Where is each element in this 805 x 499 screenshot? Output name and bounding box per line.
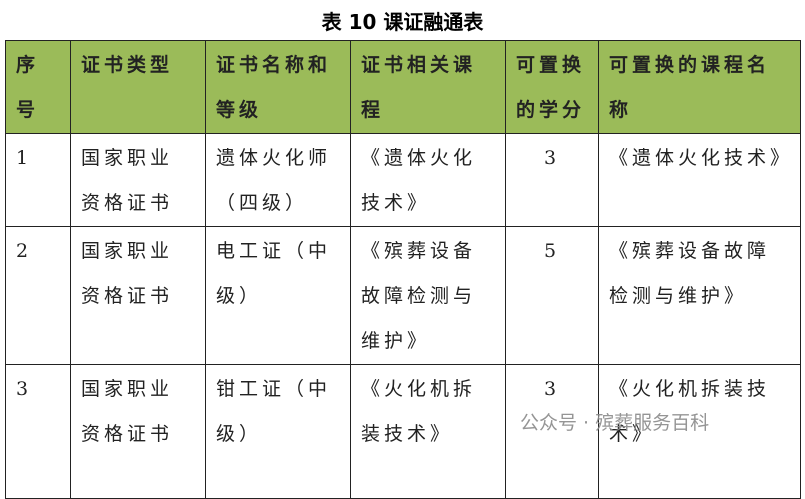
table-cell: 3 xyxy=(5,364,71,499)
table-cell: 遗体火化师（四级） xyxy=(205,133,351,227)
table-cell: 《殡葬设备故障检测与维护》 xyxy=(598,226,801,365)
table-cell: 《遗体火化技术》 xyxy=(350,133,506,227)
table: 序号 证书类型 证书名称和等级 证书相关课程 可置换的学分 可置换的课程名称 1 国家职业资格… xyxy=(5,40,801,499)
header-cell: 证书名称和等级 xyxy=(205,40,351,134)
header-cell: 序号 xyxy=(5,40,71,134)
header-cell: 可置换的课程名称 xyxy=(598,40,801,134)
header-row: 序号 证书类型 证书名称和等级 证书相关课程 可置换的学分 可置换的课程名称 xyxy=(5,40,801,134)
header-cell: 证书相关课程 xyxy=(350,40,506,134)
header-cell: 证书类型 xyxy=(70,40,206,134)
watermark: 公众号 · 殡葬服务百科 xyxy=(520,412,710,434)
table-cell: 国家职业资格证书 xyxy=(70,133,206,227)
table-cell: 《遗体火化技术》 xyxy=(598,133,801,227)
table-cell: 电工证（中级） xyxy=(205,226,351,365)
table-cell: 3 xyxy=(505,133,599,227)
header-cell: 可置换的学分 xyxy=(505,40,599,134)
table-cell: 1 xyxy=(5,133,71,227)
table-cell: 《火化机拆装技术》 xyxy=(350,364,506,499)
table-cell: 5 xyxy=(505,226,599,365)
table-title: 表 10 课证融通表 xyxy=(321,10,484,34)
table-cell: 国家职业资格证书 xyxy=(70,226,206,365)
table-cell: 《殡葬设备故障检测与维护》 xyxy=(350,226,506,365)
table-row: 2 国家职业资格证书 电工证（中级） 《殡葬设备故障检测与维护》 5 《殡葬设备故障检测与… xyxy=(5,226,801,365)
table-cell: 钳工证（中级） xyxy=(205,364,351,499)
table-cell: 国家职业资格证书 xyxy=(70,364,206,499)
table-row: 1 国家职业资格证书 遗体火化师（四级） 《遗体火化技术》 3 《遗体火化技术》 xyxy=(5,133,801,227)
table-cell: 2 xyxy=(5,226,71,365)
page: 表 10 课证融通表 序号 证书类型 证书名称和等级 证书相关课程 可置换的学分 可置换的… xyxy=(5,10,801,499)
